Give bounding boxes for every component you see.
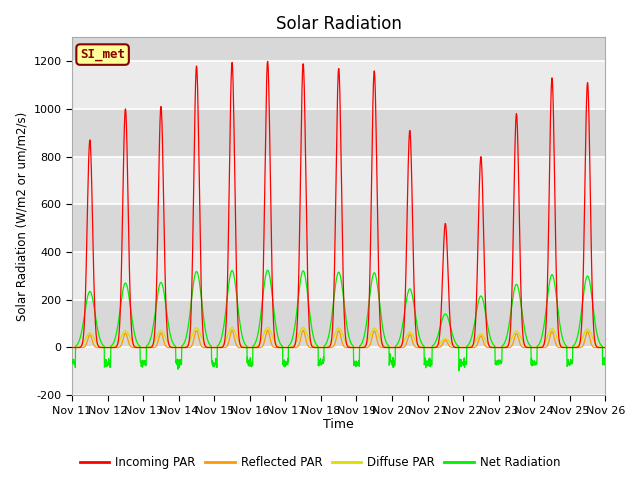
Bar	[72, 156, 605, 204]
Bar	[72, 61, 605, 109]
Title: Solar Radiation: Solar Radiation	[276, 15, 402, 33]
Legend: Incoming PAR, Reflected PAR, Diffuse PAR, Net Radiation: Incoming PAR, Reflected PAR, Diffuse PAR…	[75, 452, 565, 474]
Bar	[72, 252, 605, 300]
Y-axis label: Solar Radiation (W/m2 or um/m2/s): Solar Radiation (W/m2 or um/m2/s)	[15, 112, 28, 321]
Text: SI_met: SI_met	[80, 48, 125, 61]
X-axis label: Time: Time	[323, 419, 354, 432]
Bar	[72, 348, 605, 395]
